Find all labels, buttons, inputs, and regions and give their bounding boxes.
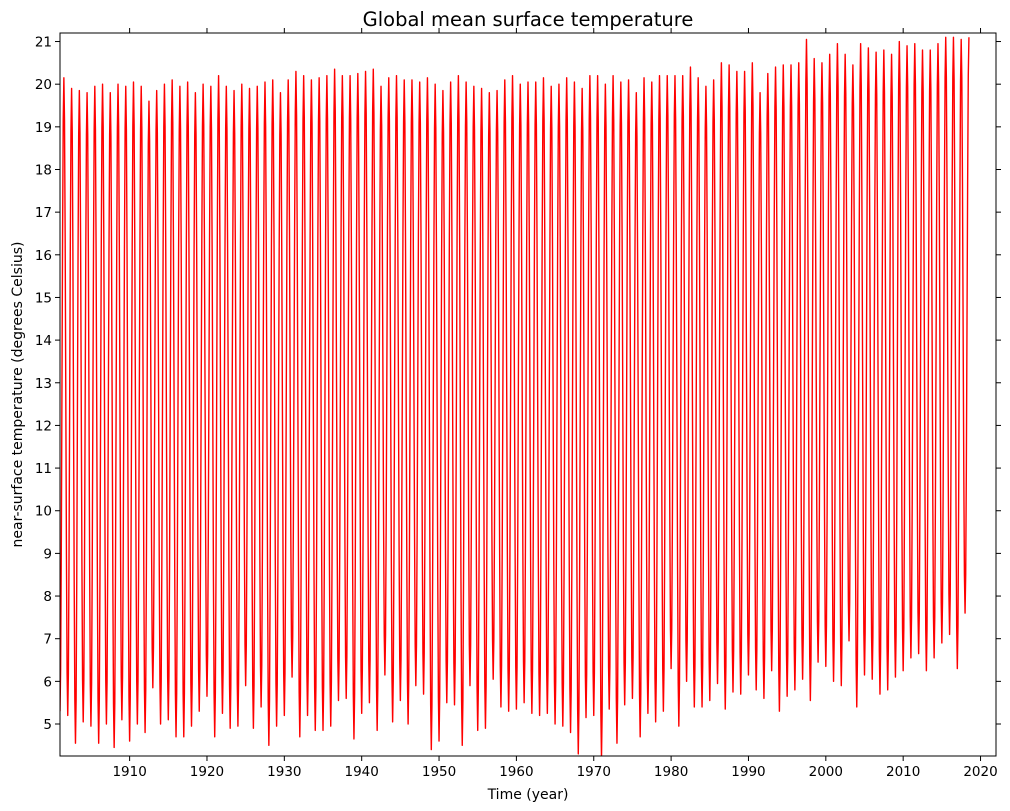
x-tick: 2020 [963, 28, 998, 780]
x-tick-label: 2010 [886, 764, 920, 780]
y-tick-label: 13 [35, 376, 52, 392]
y-tick: 10 [35, 504, 1001, 520]
x-tick-label: 1990 [731, 764, 765, 780]
chart-title: Global mean surface temperature [363, 8, 694, 31]
y-tick-label: 12 [35, 418, 52, 434]
x-tick: 1990 [731, 28, 766, 780]
x-tick: 2000 [809, 28, 843, 780]
y-tick: 6 [43, 674, 1001, 690]
y-tick-label: 11 [35, 461, 52, 477]
y-tick: 8 [43, 589, 1001, 605]
y-tick-label: 15 [35, 290, 52, 306]
x-tick-label: 1960 [499, 764, 533, 780]
x-tick: 1950 [422, 28, 456, 780]
y-tick: 17 [35, 205, 1001, 221]
y-tick: 11 [35, 461, 1001, 477]
x-tick-label: 2020 [963, 764, 997, 780]
x-tick: 1930 [267, 28, 302, 780]
x-tick: 1910 [112, 28, 147, 780]
x-axis-title: Time (year) [487, 787, 569, 803]
x-tick-label: 2000 [809, 764, 843, 780]
plot-content [60, 36, 970, 756]
plot-frame [59, 32, 997, 757]
y-tick: 9 [43, 546, 1001, 562]
y-tick-label: 5 [43, 717, 52, 733]
x-tick: 1940 [345, 28, 379, 780]
x-tick-label: 1910 [112, 764, 146, 780]
y-tick: 5 [43, 717, 1001, 733]
y-tick: 16 [35, 248, 1001, 264]
y-tick-label: 9 [43, 546, 52, 562]
x-tick-label: 1980 [654, 764, 688, 780]
x-tick: 1970 [577, 28, 611, 780]
y-tick: 7 [43, 632, 1001, 648]
y-tick: 18 [35, 162, 1001, 178]
y-tick-label: 14 [35, 333, 52, 349]
y-tick-label: 18 [35, 162, 52, 178]
y-tick-label: 21 [35, 35, 52, 51]
y-tick-label: 8 [43, 589, 52, 605]
y-tick-label: 10 [35, 504, 52, 520]
x-tick-label: 1970 [577, 764, 611, 780]
y-tick: 12 [35, 418, 1001, 434]
y-tick: 21 [35, 35, 1001, 51]
ticks-layer: 1910 1920 1930 1940 1950 1960 1970 1980 1990 2000… [35, 28, 1001, 780]
y-tick-label: 7 [43, 632, 52, 648]
y-tick-label: 19 [35, 120, 52, 136]
y-tick-label: 20 [35, 77, 52, 93]
x-tick: 1960 [499, 28, 534, 780]
y-tick: 20 [35, 77, 1001, 93]
y-tick-label: 6 [43, 674, 52, 690]
x-tick-label: 1940 [345, 764, 379, 780]
x-tick: 1920 [190, 28, 224, 780]
x-tick: 1980 [654, 28, 688, 780]
y-tick: 13 [35, 376, 1001, 392]
y-tick-label: 16 [35, 248, 52, 264]
x-tick: 2010 [886, 28, 920, 780]
y-tick: 19 [35, 120, 1001, 136]
y-tick: 15 [35, 290, 1001, 306]
y-tick: 14 [35, 333, 1001, 349]
x-tick-label: 1950 [422, 764, 456, 780]
x-tick-label: 1930 [267, 764, 301, 780]
x-tick-label: 1920 [190, 764, 224, 780]
y-tick-label: 17 [35, 205, 52, 221]
y-axis-title: near-surface temperature (degrees Celsiu… [10, 242, 26, 548]
temperature-series-line [60, 36, 970, 756]
